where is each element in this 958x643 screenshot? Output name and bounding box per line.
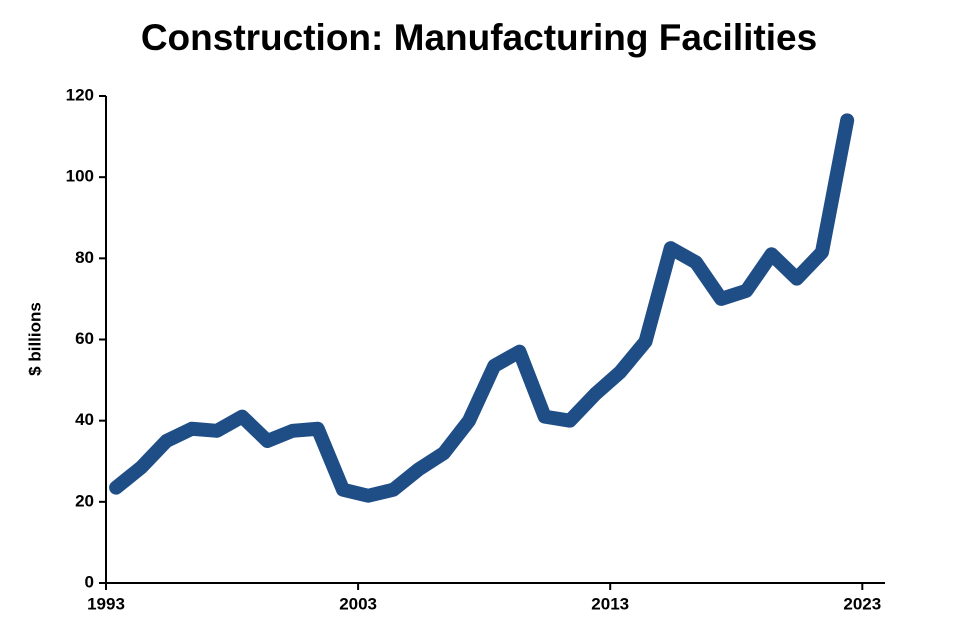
data-line [109, 113, 855, 503]
chart-title: Construction: Manufacturing Facilities [141, 17, 817, 58]
y-tick-label: 60 [75, 329, 94, 348]
x-tick-label: 2023 [843, 594, 881, 613]
y-tick-label: 20 [75, 491, 94, 510]
y-tick-label: 120 [66, 85, 94, 104]
x-tick-label: 2003 [339, 594, 377, 613]
y-tick-label: 100 [66, 167, 94, 186]
y-tick-label: 80 [75, 248, 94, 267]
y-axis-label: $ billions [25, 302, 44, 376]
y-tick-label: 0 [85, 572, 94, 591]
x-tick-label: 2013 [591, 594, 629, 613]
x-tick-label: 1993 [87, 594, 125, 613]
y-tick-label: 40 [75, 410, 94, 429]
